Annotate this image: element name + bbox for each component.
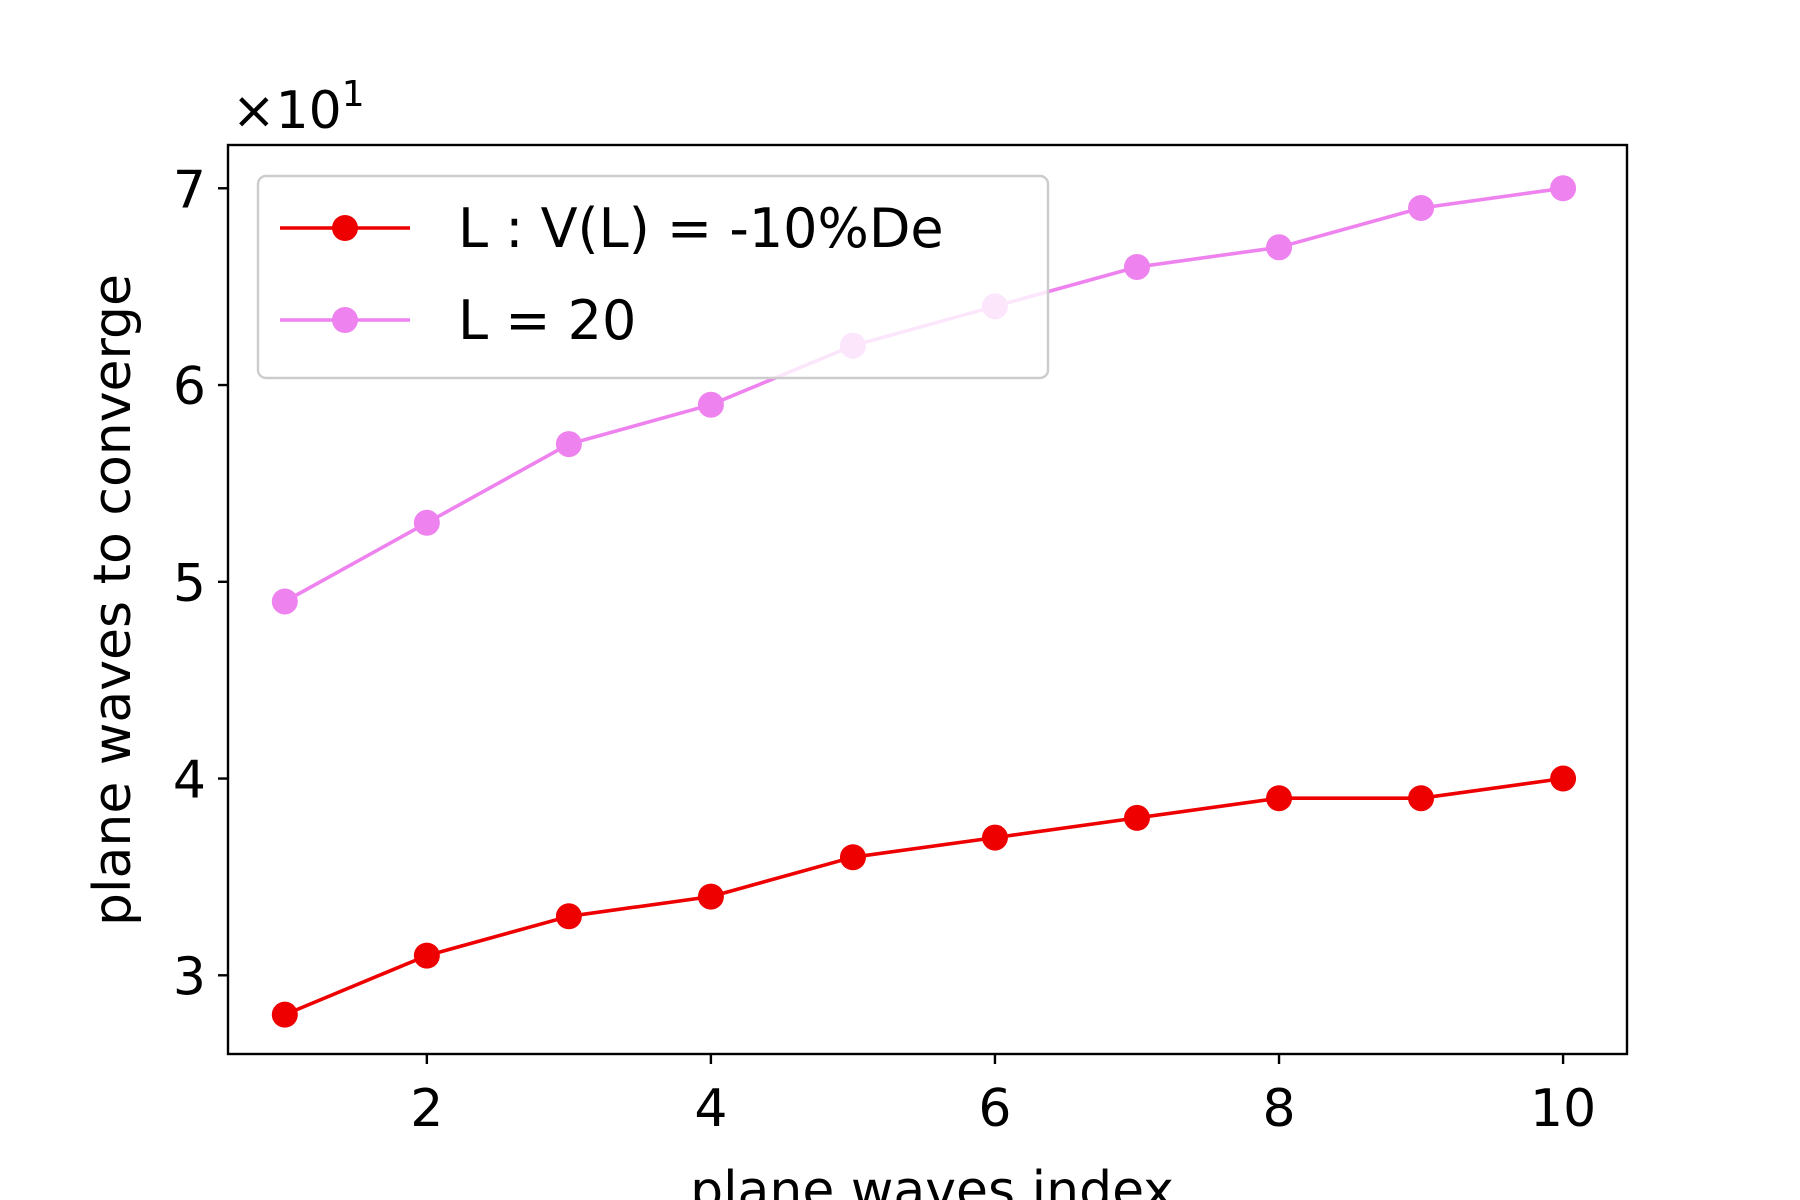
series-1-point [1266,785,1293,812]
x-tick-label: 4 [694,1079,727,1139]
legend: L : V(L) = -10%De L = 20 [256,174,1050,380]
legend-box [256,174,1050,380]
legend-marker-1 [332,215,358,241]
series-2-point [413,509,440,536]
series-2-point [1123,253,1150,280]
x-tick-label: 10 [1530,1079,1596,1139]
x-axis-label: plane waves index [690,1161,1174,1200]
series-1-point [1123,804,1150,831]
series-1-point [981,824,1008,851]
series-2-point [1408,194,1435,221]
series-2-point [1266,234,1293,261]
legend-label-2: L = 20 [458,289,636,352]
series-1-point [555,903,582,930]
x-tick-label: 2 [410,1079,443,1139]
y-tick-label: 5 [173,554,206,614]
x-tick-label: 8 [1262,1079,1295,1139]
series-2-point [1550,175,1577,202]
legend-label-1: L : V(L) = -10%De [458,197,944,260]
y-tick-label: 6 [173,357,206,417]
series-1-point [697,883,724,910]
y-axis-scale-exponent: 1 [342,74,365,115]
series-2-point [555,431,582,458]
legend-marker-2 [332,307,358,333]
series-1-point [413,942,440,969]
y-axis-scale-multiplier: ×101 [232,74,365,141]
series-1-point [1550,765,1577,792]
axes: 2 4 6 8 10 3 4 5 6 7 [173,143,1629,1139]
y-tick-label: 7 [173,160,206,220]
x-tick-label: 6 [978,1079,1011,1139]
plot-frame [226,143,1629,1056]
series-2-point [697,391,724,418]
y-axis-label: plane waves to converge [83,274,143,926]
y-tick-label: 4 [173,751,206,811]
series-1-point [271,1001,298,1028]
y-tick-label: 3 [173,947,206,1007]
series-1-point [839,844,866,871]
series-line-1 [284,776,1564,1017]
series-1-point [1408,785,1435,812]
series-2-point [271,588,298,615]
